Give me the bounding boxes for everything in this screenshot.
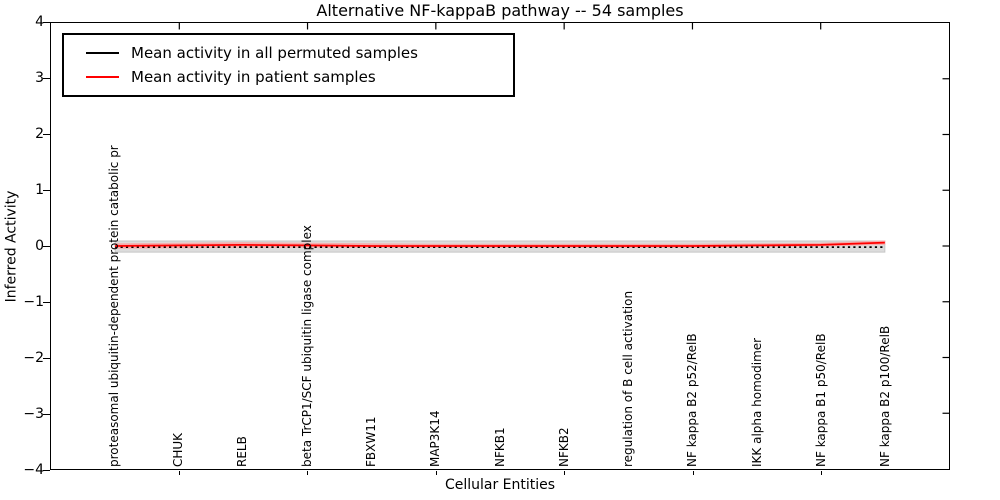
x-category-label: FBXW11 bbox=[364, 416, 378, 468]
series-line-patient bbox=[115, 241, 885, 247]
x-tick-mark-bottom bbox=[436, 471, 437, 475]
y-tick-mark-left bbox=[43, 22, 50, 23]
chart-svg bbox=[114, 23, 949, 414]
x-category-label: RELB bbox=[235, 436, 249, 467]
legend-item-patient: Mean activity in patient samples bbox=[86, 67, 513, 86]
y-tick-label: −1 bbox=[23, 294, 44, 310]
y-tick-mark-left bbox=[43, 302, 50, 303]
x-category-label: beta TrCP1/SCF ubiquitin ligase complex bbox=[300, 225, 314, 467]
y-tick-mark-left bbox=[43, 358, 50, 359]
x-category-label: NF kappa B2 p52/RelB bbox=[685, 333, 699, 467]
x-tick-mark-bottom bbox=[564, 471, 565, 475]
x-axis-label: Cellular Entities bbox=[444, 477, 556, 493]
x-category-label: NFKB1 bbox=[493, 427, 507, 467]
x-tick-mark-bottom bbox=[693, 471, 694, 475]
chart-title: Alternative NF-kappaB pathway -- 54 samp… bbox=[316, 1, 684, 20]
x-category-label: NF kappa B1 p50/RelB bbox=[814, 333, 828, 467]
y-tick-mark-left bbox=[43, 190, 50, 191]
x-category-label: MAP3K14 bbox=[428, 410, 442, 467]
x-category-label: NFKB2 bbox=[557, 427, 571, 467]
y-tick-label: 1 bbox=[35, 182, 44, 198]
y-tick-label: 4 bbox=[35, 14, 44, 30]
y-tick-mark-left bbox=[43, 470, 50, 471]
x-tick-mark-bottom bbox=[307, 471, 308, 475]
y-tick-label: 3 bbox=[35, 70, 44, 86]
legend-label: Mean activity in all permuted samples bbox=[131, 43, 418, 62]
y-tick-label: 2 bbox=[35, 126, 44, 142]
x-category-label: NF kappa B2 p100/RelB bbox=[878, 325, 892, 467]
x-category-label: CHUK bbox=[171, 432, 185, 467]
x-category-label: proteasomal ubiquitin-dependent protein … bbox=[107, 145, 121, 467]
y-tick-label: 0 bbox=[35, 238, 44, 254]
x-category-label: regulation of B cell activation bbox=[621, 290, 635, 467]
y-tick-mark-left bbox=[43, 246, 50, 247]
y-tick-mark-left bbox=[43, 134, 50, 135]
legend-label: Mean activity in patient samples bbox=[131, 67, 376, 86]
y-tick-label: −2 bbox=[23, 350, 44, 366]
legend-line-sample-red bbox=[86, 76, 119, 78]
x-tick-mark-bottom bbox=[179, 471, 180, 475]
y-tick-label: −3 bbox=[23, 406, 44, 422]
legend-line-sample-black bbox=[86, 52, 119, 54]
x-category-label: IKK alpha homodimer bbox=[750, 337, 764, 467]
legend-item-permuted: Mean activity in all permuted samples bbox=[86, 43, 513, 62]
x-tick-mark-bottom bbox=[821, 471, 822, 475]
y-tick-mark-left bbox=[43, 78, 50, 79]
legend-box: Mean activity in all permuted samples Me… bbox=[62, 33, 515, 97]
y-tick-label: −4 bbox=[23, 462, 44, 478]
y-tick-mark-left bbox=[43, 414, 50, 415]
